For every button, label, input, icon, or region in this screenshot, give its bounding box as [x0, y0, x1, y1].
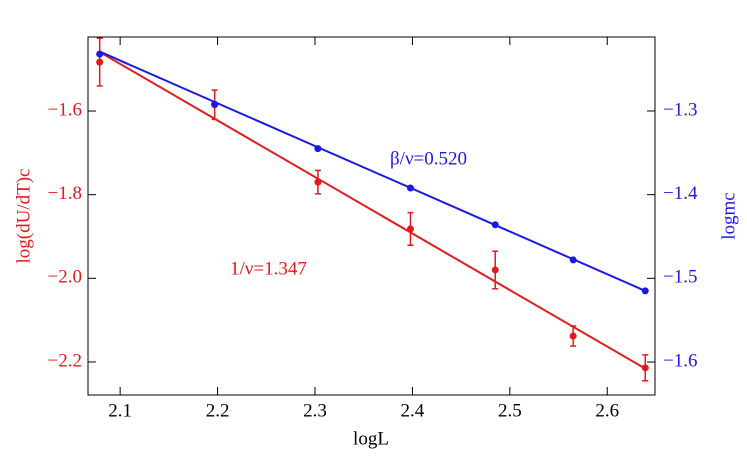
x-tick-label: 2.5 — [498, 400, 522, 421]
fit-line — [99, 50, 646, 292]
data-point — [96, 58, 104, 66]
x-axis-label: logL — [353, 428, 389, 449]
y2-tick-label: −1.6 — [663, 350, 697, 371]
data-point — [96, 50, 104, 58]
data-point — [314, 145, 322, 153]
y-tick-label: −2.0 — [48, 267, 82, 288]
y2-tick-label: −1.5 — [663, 267, 697, 288]
data-point — [211, 100, 219, 108]
data-point — [491, 266, 499, 274]
annotation: β/ν=0.520 — [390, 148, 467, 169]
data-point — [569, 332, 577, 340]
y-tick-label: −2.2 — [48, 350, 82, 371]
y2-tick-label: −1.3 — [663, 99, 697, 120]
annotation: 1/ν=1.347 — [230, 258, 307, 279]
x-tick-label: 2.3 — [303, 400, 327, 421]
data-point — [569, 256, 577, 264]
data-point — [641, 287, 649, 295]
plot-frame — [87, 36, 656, 396]
data-point — [491, 221, 499, 229]
y2-tick-label: −1.4 — [663, 183, 698, 204]
data-point — [641, 364, 649, 372]
data-point — [314, 178, 322, 186]
y-tick-label: −1.8 — [48, 183, 82, 204]
x-tick-label: 2.1 — [108, 400, 132, 421]
y-axis-label: log(dU/dT)c — [13, 169, 34, 264]
y-tick-label: −1.6 — [48, 99, 82, 120]
x-tick-label: 2.2 — [206, 400, 230, 421]
x-tick-label: 2.4 — [401, 400, 425, 421]
x-tick-label: 2.6 — [595, 400, 619, 421]
y2-axis-label: logmc — [718, 192, 739, 240]
fit-line — [99, 51, 646, 370]
data-point — [406, 184, 414, 192]
data-point — [406, 225, 414, 233]
